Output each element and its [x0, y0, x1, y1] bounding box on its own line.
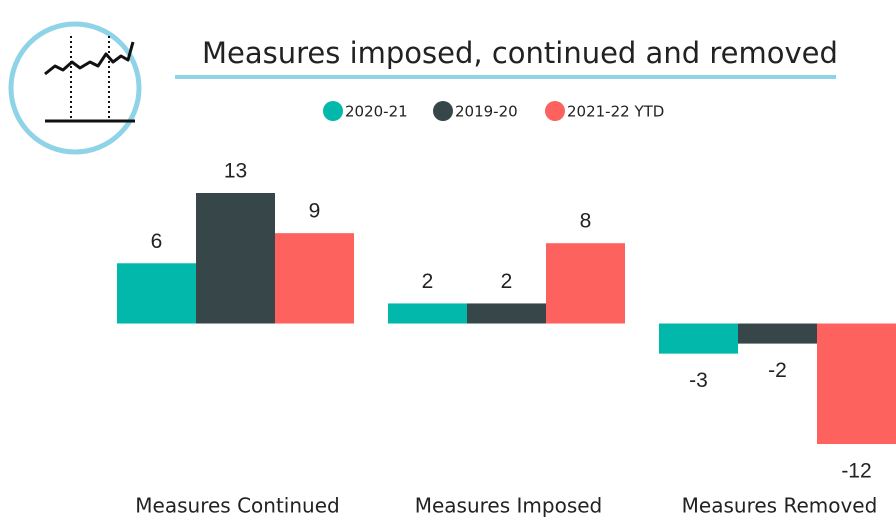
legend-label: 2019-20: [455, 103, 518, 121]
value-label: -3: [689, 369, 708, 392]
bar: [275, 233, 354, 324]
value-label: -12: [841, 460, 871, 483]
bar: [467, 303, 546, 324]
value-label: 8: [580, 210, 592, 233]
bar: [546, 243, 625, 324]
legend-swatch: [545, 101, 565, 121]
bar: [196, 193, 275, 324]
legend-swatch: [433, 101, 453, 121]
chart-title: Measures imposed, continued and removed: [202, 36, 838, 70]
legend-label: 2021-22 YTD: [567, 103, 664, 121]
value-label: -2: [768, 359, 787, 382]
legend-swatch: [323, 101, 343, 121]
icon: [8, 21, 142, 155]
bar: [659, 323, 738, 354]
value-label: 2: [501, 270, 513, 293]
bar: [117, 263, 196, 324]
x-tick-label: Measures Continued: [135, 494, 339, 518]
bar: [388, 303, 467, 324]
bar: [738, 323, 817, 344]
value-label: 13: [224, 160, 247, 183]
legend-label: 2020-21: [345, 103, 408, 121]
x-tick-label: Measures Imposed: [415, 494, 603, 518]
bar: [817, 323, 896, 444]
x-tick-label: Measures Removed: [682, 494, 878, 518]
value-label: 2: [422, 270, 434, 293]
value-label: 9: [309, 200, 321, 223]
value-label: 6: [151, 230, 163, 253]
